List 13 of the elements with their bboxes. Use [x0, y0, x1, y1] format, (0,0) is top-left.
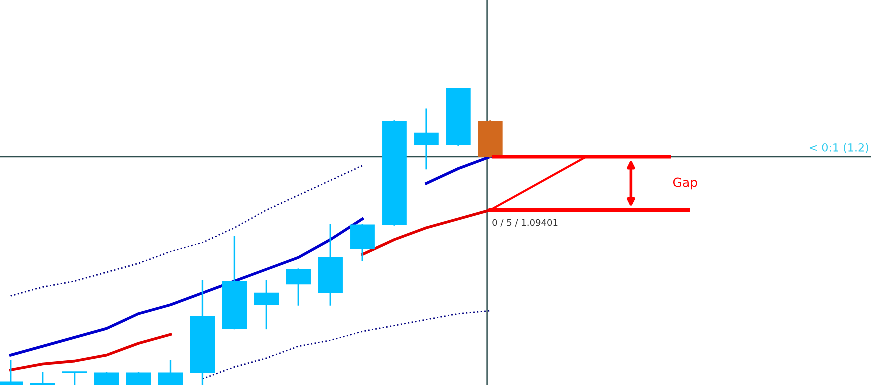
candlestick [0, 360, 24, 385]
candlestick [30, 372, 56, 385]
candlestick [350, 224, 375, 262]
candlestick [94, 372, 120, 385]
candlestick [62, 372, 88, 385]
candlestick [286, 268, 311, 306]
candlestick [254, 280, 280, 330]
candlestick [126, 372, 152, 385]
text: Gap [673, 178, 698, 190]
candlestick [414, 108, 439, 170]
annotation: 0 / 5 / 1.09401 [492, 219, 558, 227]
candlestick [158, 360, 184, 385]
ref-line-label: < 0:1 (1.2) [810, 143, 868, 154]
